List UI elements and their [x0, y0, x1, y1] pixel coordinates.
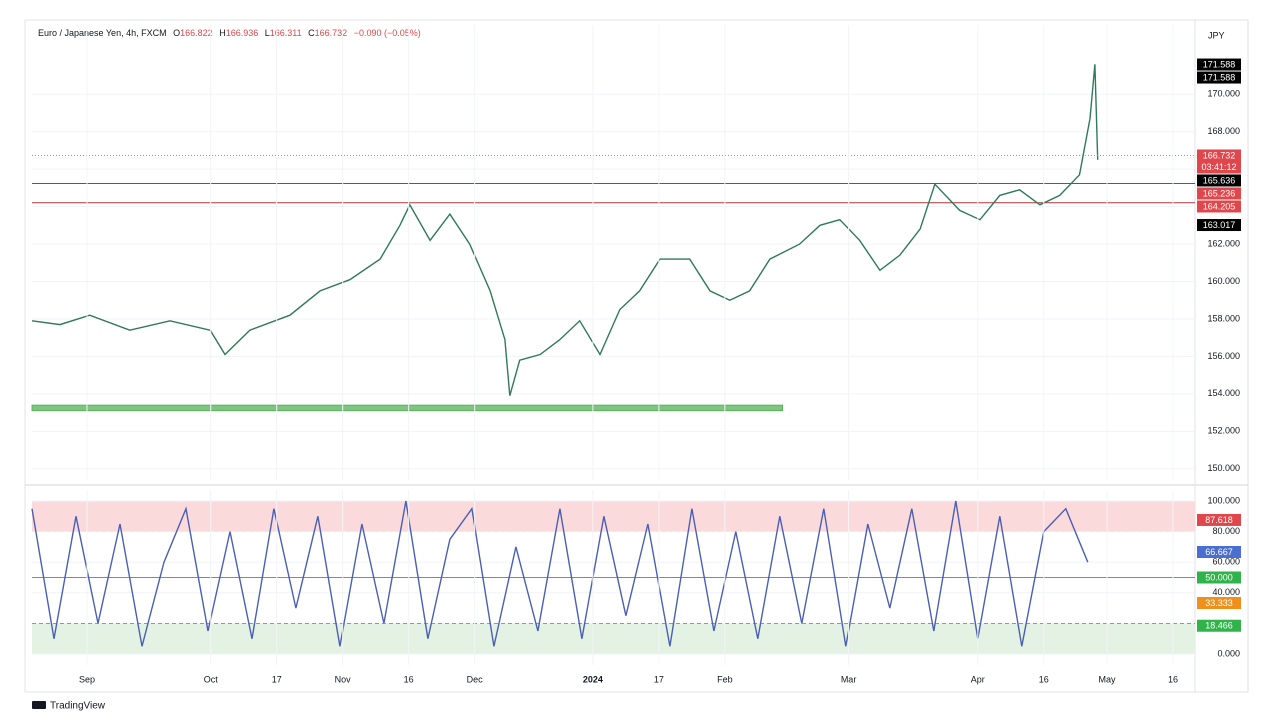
price-label-box [1197, 200, 1241, 213]
y-tick-label: 152.000 [1207, 426, 1240, 436]
price-label: 171.588 [1203, 72, 1236, 82]
y-tick-label: 80.000 [1212, 526, 1240, 536]
ohlc-value: 166.822 [180, 28, 213, 38]
price-label: 166.732 [1203, 150, 1236, 160]
y-tick-label: 0.000 [1217, 648, 1240, 658]
y-tick-label: 100.000 [1207, 495, 1240, 505]
ohlc-label: O [173, 28, 180, 38]
price-label: 163.017 [1203, 220, 1236, 230]
x-tick-label: Mar [841, 674, 857, 684]
price-label-box [1197, 149, 1241, 174]
frame [24, 19, 1249, 693]
band [32, 623, 1195, 654]
ohlc-value: 166.311 [270, 28, 302, 38]
price-label-box [1197, 596, 1241, 609]
price-label-box [1197, 571, 1241, 584]
x-tick-label: Oct [204, 674, 219, 684]
price-label-box [1197, 219, 1241, 232]
x-tick-label: Nov [335, 674, 352, 684]
price-label: 165.236 [1203, 188, 1236, 198]
price-label: 50.000 [1205, 572, 1233, 582]
price-label-box [1197, 58, 1241, 71]
price-countdown: 03:41:12 [1201, 162, 1236, 172]
price-label-box [1197, 619, 1241, 632]
ohlc-value: 166.936 [226, 28, 259, 38]
series-line [31, 64, 1099, 396]
x-tick-label: Apr [971, 674, 985, 684]
x-tick-label: 2024 [583, 674, 603, 684]
y-tick-label: 150.000 [1207, 463, 1240, 473]
price-label: 87.618 [1205, 515, 1233, 525]
y-tick-label: 158.000 [1207, 313, 1240, 323]
price-label: 18.466 [1205, 621, 1233, 631]
price-label: 164.205 [1203, 201, 1236, 211]
y-tick-label: 162.000 [1207, 238, 1240, 248]
header: Euro / Japanese Yen, 4h, FXCM O166.822 H… [38, 28, 421, 38]
x-tick-label: Dec [467, 674, 484, 684]
y-tick-label: 60.000 [1212, 557, 1240, 567]
price-label: 66.667 [1205, 547, 1233, 557]
y-tick-label: 160.000 [1207, 276, 1240, 286]
logo [32, 701, 46, 709]
x-tick-label: May [1099, 674, 1117, 684]
price-label-box [1197, 513, 1241, 526]
x-tick-label: 16 [1039, 674, 1049, 684]
change: −0.090 (−0.05%) [354, 28, 421, 38]
x-tick-label: 16 [1168, 674, 1178, 684]
price-label: 165.636 [1203, 175, 1236, 185]
price-label-box [1197, 546, 1241, 559]
y-tick-label: 170.000 [1207, 89, 1240, 99]
y-tick-label: 154.000 [1207, 388, 1240, 398]
price-label-box [1197, 174, 1241, 187]
y-tick-label: 156.000 [1207, 351, 1240, 361]
y-tick-label: 168.000 [1207, 126, 1240, 136]
band [32, 501, 1195, 532]
symbol: Euro / Japanese Yen, 4h, FXCM [38, 28, 167, 38]
currency: JPY [1208, 30, 1225, 40]
x-tick-label: 16 [404, 674, 414, 684]
series-line [31, 500, 1089, 647]
x-tick-label: 17 [272, 674, 282, 684]
ohlc-label: C [308, 28, 315, 38]
zone [31, 404, 783, 412]
ohlc-label: L [265, 28, 270, 38]
ohlc-label: H [219, 28, 226, 38]
y-tick-label: 40.000 [1212, 587, 1240, 597]
x-tick-label: Sep [79, 674, 95, 684]
branding[interactable]: TradingView [50, 701, 106, 712]
x-tick-label: Feb [717, 674, 733, 684]
x-tick-label: 17 [654, 674, 664, 684]
price-label-box [1197, 187, 1241, 200]
price-label: 171.588 [1203, 59, 1236, 69]
ohlc-value: 166.732 [315, 28, 348, 38]
price-label-box [1197, 71, 1241, 84]
price-label: 33.333 [1205, 598, 1233, 608]
